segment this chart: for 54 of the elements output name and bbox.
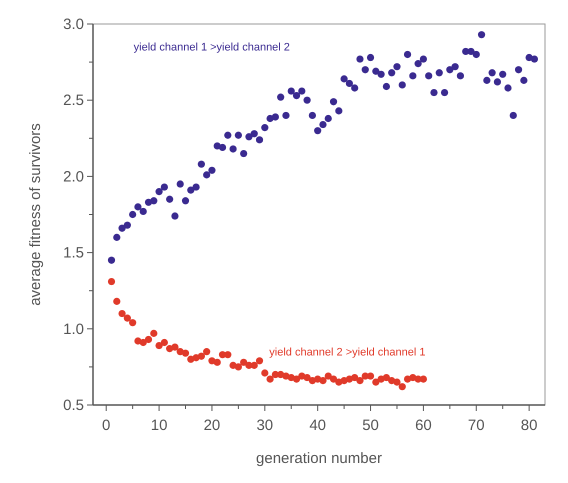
point xyxy=(319,377,327,384)
y-tick-label: 0.5 xyxy=(63,397,84,414)
y-tick-label: 2.5 xyxy=(63,92,84,110)
y-tick-label: 2.0 xyxy=(63,168,84,186)
point xyxy=(118,310,126,318)
y-tick-label: 3.0 xyxy=(63,16,84,33)
y-tick-label: 1.5 xyxy=(63,244,84,262)
text: yield channel 1 >yield channel 2 xyxy=(134,42,290,54)
x-tick-label: 20 xyxy=(204,417,220,434)
point xyxy=(140,338,147,346)
point xyxy=(356,377,364,384)
point xyxy=(144,336,152,344)
point xyxy=(198,352,205,360)
point xyxy=(129,319,136,326)
point xyxy=(304,374,311,382)
point xyxy=(150,330,158,337)
point xyxy=(160,338,168,346)
x-tick-label: 60 xyxy=(415,417,432,434)
y-axis-title: average fitness of survivors xyxy=(27,123,44,306)
point xyxy=(250,362,258,369)
point xyxy=(420,375,428,383)
x-tick-label: 40 xyxy=(309,417,326,434)
point xyxy=(108,278,116,286)
x-axis-title: generation number xyxy=(256,450,382,467)
point xyxy=(366,372,374,380)
point xyxy=(266,375,274,383)
point xyxy=(351,374,358,382)
point xyxy=(261,369,268,377)
point xyxy=(155,342,163,350)
point xyxy=(330,375,338,383)
point xyxy=(398,383,406,390)
point xyxy=(224,351,232,358)
x-tick-label: 30 xyxy=(256,417,274,434)
point xyxy=(324,372,332,380)
point xyxy=(214,358,221,366)
point xyxy=(393,378,401,386)
x-tick-label: 80 xyxy=(520,417,538,434)
x-tick-label: 10 xyxy=(150,417,168,434)
point xyxy=(124,314,131,322)
x-tick-label: 0 xyxy=(102,417,110,434)
x-tick-label: 70 xyxy=(468,417,485,434)
point xyxy=(256,357,264,364)
series-label: yield channel 2 >yield channel 1 xyxy=(269,346,426,358)
point xyxy=(171,343,179,351)
point xyxy=(292,375,300,383)
point xyxy=(203,348,210,356)
x-tick-label: 50 xyxy=(362,417,379,434)
point xyxy=(113,298,120,305)
point xyxy=(240,358,248,366)
point xyxy=(182,350,190,357)
point xyxy=(382,374,390,382)
y-tick-label: 1.0 xyxy=(63,320,84,338)
point xyxy=(234,363,242,370)
point xyxy=(372,378,380,386)
